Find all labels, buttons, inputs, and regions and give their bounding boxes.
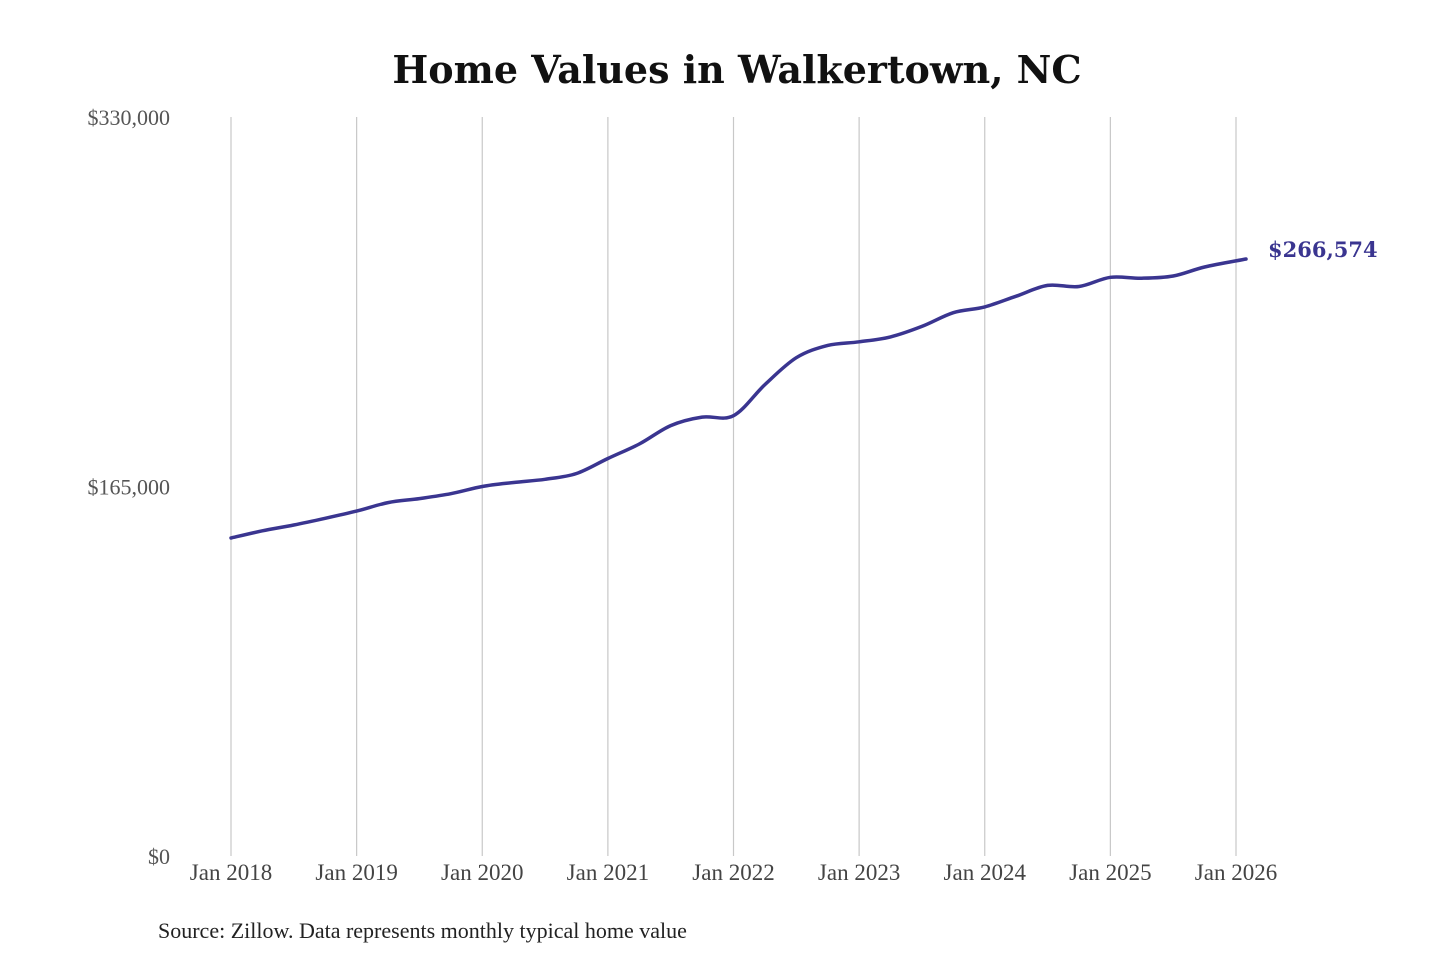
x-tick-label: Jan 2019 xyxy=(315,860,397,885)
y-axis: $0 $165,000 $330,000 xyxy=(88,105,171,869)
end-value-label: $266,574 xyxy=(1268,237,1378,262)
x-tick-label: Jan 2023 xyxy=(818,860,900,885)
x-tick-label: Jan 2021 xyxy=(567,860,649,885)
x-tick-label: Jan 2018 xyxy=(190,860,272,885)
source-note: Source: Zillow. Data represents monthly … xyxy=(158,918,687,943)
y-tick-label: $0 xyxy=(148,844,170,869)
x-tick-label: Jan 2020 xyxy=(441,860,523,885)
x-tick-label: Jan 2024 xyxy=(944,860,1027,885)
y-tick-label: $330,000 xyxy=(88,105,171,130)
chart-title: Home Values in Walkertown, NC xyxy=(392,47,1081,92)
x-axis: Jan 2018 Jan 2019 Jan 2020 Jan 2021 Jan 2022… xyxy=(190,860,1277,885)
series-line xyxy=(229,257,1248,540)
series-layer xyxy=(229,257,1248,540)
x-tick-label: Jan 2025 xyxy=(1069,860,1151,885)
x-tick-label: Jan 2022 xyxy=(692,860,774,885)
grid-layer xyxy=(230,117,1237,856)
y-tick-label: $165,000 xyxy=(88,475,171,500)
x-tick-label: Jan 2026 xyxy=(1195,860,1277,885)
